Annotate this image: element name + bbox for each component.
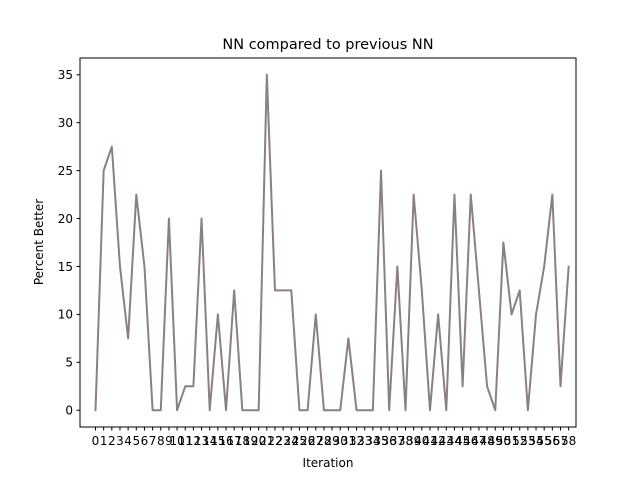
- axes-frame: [79, 57, 577, 428]
- x-tick-label: 48: [479, 434, 494, 448]
- x-tick-label: 56: [545, 434, 560, 448]
- x-tick-label: 15: [210, 434, 225, 448]
- x-tick-label: 57: [553, 434, 568, 448]
- x-tick-label: 58: [561, 434, 576, 448]
- x-tick-label: 2: [108, 434, 116, 448]
- x-tick-label: 11: [178, 434, 193, 448]
- x-tick-label: 51: [504, 434, 519, 448]
- x-tick-label: 52: [512, 434, 527, 448]
- x-tick-label: 1: [100, 434, 108, 448]
- chart-title: NN compared to previous NN: [222, 37, 433, 53]
- x-tick-label: 33: [357, 434, 372, 448]
- x-axis-title: Iteration: [303, 456, 354, 470]
- x-tick-label: 25: [292, 434, 307, 448]
- y-tick-label: 35: [58, 68, 73, 82]
- y-tick-label: 20: [58, 212, 73, 226]
- series-line-0: [94, 73, 570, 412]
- x-tick-label: 14: [202, 434, 217, 448]
- x-tick-label: 13: [194, 434, 209, 448]
- x-tick-label: 26: [300, 434, 315, 448]
- x-tick-label: 49: [488, 434, 503, 448]
- x-tick-label: 32: [349, 434, 364, 448]
- x-tick-label: 43: [439, 434, 454, 448]
- x-tick-label: 16: [218, 434, 233, 448]
- x-tick-label: 39: [406, 434, 421, 448]
- y-tick-label: 5: [65, 356, 73, 370]
- x-tick-label: 9: [165, 434, 173, 448]
- x-tick-label: 45: [455, 434, 470, 448]
- x-tick-label: 54: [528, 434, 543, 448]
- x-tick-label: 30: [333, 434, 348, 448]
- x-tick-label: 20: [251, 434, 266, 448]
- x-tick-label: 29: [324, 434, 339, 448]
- x-tick-label: 35: [373, 434, 388, 448]
- x-tick-label: 55: [537, 434, 552, 448]
- x-tick-label: 47: [471, 434, 486, 448]
- x-tick-label: 5: [132, 434, 140, 448]
- x-tick-label: 34: [365, 434, 380, 448]
- x-tick-label: 10: [169, 434, 184, 448]
- y-tick-label: 30: [58, 116, 73, 130]
- y-axis-title: Percent Better: [32, 199, 46, 285]
- x-tick-label: 36: [382, 434, 397, 448]
- x-tick-label: 37: [390, 434, 405, 448]
- x-tick-label: 27: [308, 434, 323, 448]
- x-tick-label: 3: [116, 434, 124, 448]
- y-tick-label: 25: [58, 164, 73, 178]
- x-tick-label: 18: [235, 434, 250, 448]
- x-tick-label: 44: [447, 434, 462, 448]
- y-tick-label: 0: [65, 404, 73, 418]
- x-tick-label: 4: [124, 434, 132, 448]
- x-tick-label: 0: [92, 434, 100, 448]
- x-tick-label: 40: [414, 434, 429, 448]
- y-tick-label: 10: [58, 308, 73, 322]
- x-tick-label: 23: [275, 434, 290, 448]
- x-tick-label: 6: [141, 434, 149, 448]
- x-tick-label: 12: [186, 434, 201, 448]
- x-tick-label: 31: [341, 434, 356, 448]
- x-tick-label: 46: [463, 434, 478, 448]
- x-tick-label: 38: [398, 434, 413, 448]
- y-tick-label: 15: [58, 260, 73, 274]
- x-tick-label: 41: [422, 434, 437, 448]
- x-tick-label: 53: [520, 434, 535, 448]
- x-tick-label: 7: [149, 434, 157, 448]
- x-tick-label: 19: [243, 434, 258, 448]
- x-tick-label: 21: [259, 434, 274, 448]
- x-tick-label: 28: [316, 434, 331, 448]
- x-tick-label: 22: [267, 434, 282, 448]
- x-tick-label: 17: [227, 434, 242, 448]
- x-tick-label: 42: [430, 434, 445, 448]
- x-tick-label: 8: [157, 434, 165, 448]
- x-tick-label: 50: [496, 434, 511, 448]
- x-tick-label: 24: [284, 434, 299, 448]
